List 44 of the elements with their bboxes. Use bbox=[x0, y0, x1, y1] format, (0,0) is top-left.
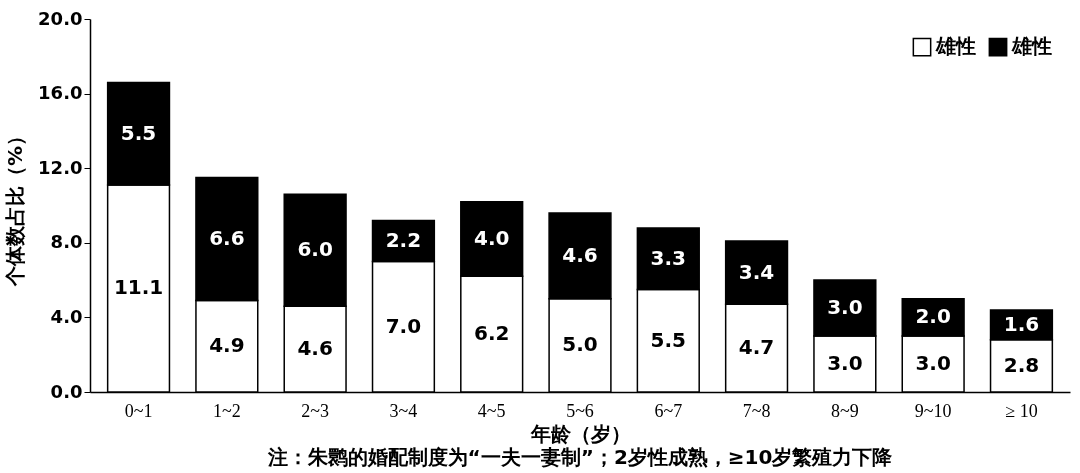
x-tick-label: 1~2 bbox=[212, 400, 241, 421]
data-label: 3.0 bbox=[915, 351, 951, 376]
x-tick-label: 7~8 bbox=[742, 400, 771, 421]
data-label: 1.6 bbox=[1003, 311, 1040, 336]
data-label: 6.6 bbox=[209, 226, 245, 251]
x-tick-label: 2~3 bbox=[301, 400, 330, 421]
data-label: 3.0 bbox=[827, 351, 863, 376]
x-tick-label: ≥ 10 bbox=[1005, 400, 1038, 421]
y-tick-label: 0.0 bbox=[50, 380, 83, 402]
y-tick-label: 16.0 bbox=[38, 82, 83, 104]
data-label: 3.0 bbox=[827, 295, 863, 320]
data-label: 2.8 bbox=[1003, 352, 1040, 377]
data-label: 4.6 bbox=[562, 242, 598, 267]
data-label: 3.3 bbox=[650, 245, 687, 270]
data-label: 11.1 bbox=[113, 275, 164, 300]
data-label: 5.5 bbox=[650, 327, 687, 352]
data-label: 6.0 bbox=[297, 237, 333, 262]
x-tick-label: 3~4 bbox=[389, 400, 418, 421]
y-tick-label: 8.0 bbox=[50, 231, 83, 253]
data-label: 2.0 bbox=[915, 304, 951, 329]
x-tick-label: 9~10 bbox=[914, 400, 952, 421]
data-label: 2.2 bbox=[385, 227, 422, 252]
x-tick-label: 0~1 bbox=[124, 400, 153, 421]
y-tick-label: 20.0 bbox=[38, 7, 83, 29]
data-label: 5.0 bbox=[562, 332, 598, 357]
y-tick-label: 4.0 bbox=[50, 305, 83, 327]
y-axis-title: 个体数占比（%） bbox=[3, 125, 28, 288]
legend-label: 雄性 bbox=[935, 34, 976, 59]
x-tick-label: 8~9 bbox=[830, 400, 859, 421]
data-label: 4.9 bbox=[209, 333, 245, 358]
data-label: 7.0 bbox=[385, 313, 422, 338]
data-label: 4.0 bbox=[473, 226, 510, 251]
x-axis-title: 年龄（岁） bbox=[529, 421, 631, 446]
x-tick-label: 6~7 bbox=[654, 400, 683, 421]
data-label: 4.6 bbox=[297, 336, 333, 361]
y-tick-label: 12.0 bbox=[38, 156, 83, 178]
data-label: 5.5 bbox=[120, 120, 157, 145]
data-label: 4.7 bbox=[738, 335, 775, 360]
x-tick-label: 5~6 bbox=[566, 400, 594, 421]
data-label: 6.2 bbox=[473, 321, 510, 346]
legend-label: 雄性 bbox=[1011, 34, 1052, 59]
text: 注：朱鹮的婚配制度为“一夫一妻制”；2岁性成熟，≥10岁繁殖力下降 bbox=[266, 445, 894, 469]
data-label: 3.4 bbox=[738, 259, 775, 284]
x-tick-label: 4~5 bbox=[477, 400, 506, 421]
